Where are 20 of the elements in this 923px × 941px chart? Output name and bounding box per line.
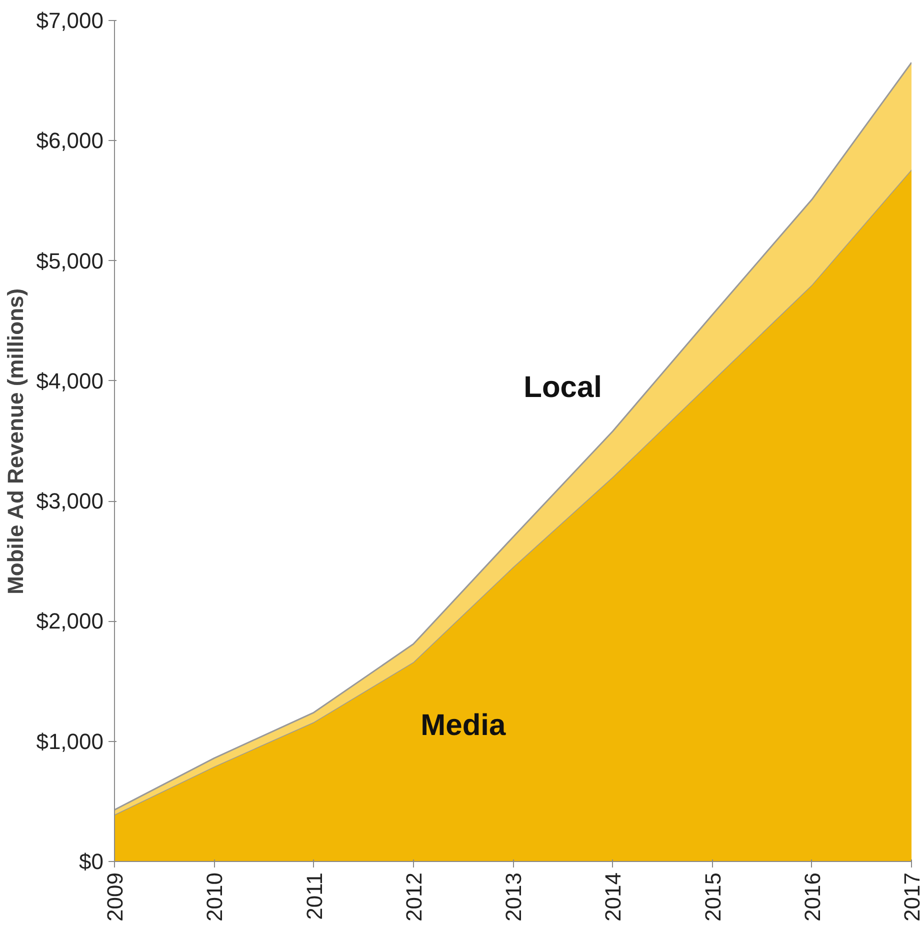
x-tick-label: 2014 [600, 872, 626, 922]
y-tick-label: $1,000 [36, 728, 104, 754]
y-tick-label: $6,000 [36, 128, 104, 154]
x-tick-label: 2013 [501, 872, 526, 922]
y-tick-label: $4,000 [36, 368, 104, 394]
x-tick-label: 2011 [302, 872, 327, 920]
series-label: Local [524, 371, 602, 404]
x-tick-label: 2017 [900, 872, 923, 922]
y-axis-title: Mobile Ad Revenue (millions) [3, 288, 28, 594]
y-tick-label: $7,000 [36, 8, 104, 33]
y-tick-label: $3,000 [36, 488, 104, 514]
x-tick-label: 2015 [700, 872, 726, 922]
y-tick-label: $0 [79, 849, 104, 874]
x-tick-label: 2010 [202, 872, 228, 922]
y-tick-label: $2,000 [36, 608, 104, 634]
x-tick-label: 2012 [401, 872, 426, 922]
series-label: Media [420, 708, 506, 742]
x-tick-label: 2016 [800, 872, 825, 922]
y-tick-label: $5,000 [36, 248, 104, 274]
x-tick-label: 2009 [102, 872, 128, 922]
